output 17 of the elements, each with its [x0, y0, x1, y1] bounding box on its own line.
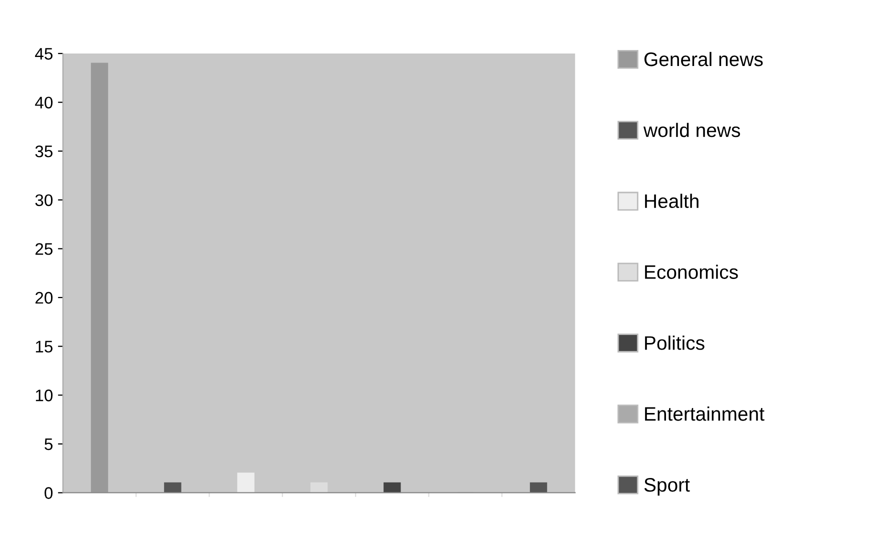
legend-label: Health: [645, 194, 698, 208]
y-tick-label: 20: [36, 292, 53, 304]
legend-label: Economics: [645, 264, 738, 279]
y-tick-label: 5: [44, 438, 53, 450]
legend-label: world news: [643, 122, 740, 138]
y-tick-label: 30: [35, 194, 53, 206]
y-tick-label: 0: [44, 487, 53, 499]
y-tick-label: 45: [35, 48, 53, 60]
y-tick-label: 15: [36, 340, 53, 353]
y-tick-label: 40: [35, 96, 53, 109]
legend-label: General news: [644, 52, 763, 66]
legend-label: Politics: [645, 336, 704, 350]
y-tick-label: 10: [36, 390, 53, 402]
y-tick-label: 35: [35, 146, 53, 158]
legend-label: Sport: [644, 478, 690, 496]
legend-label: Entertainment: [645, 406, 764, 421]
y-tick-label: 25: [36, 243, 53, 255]
